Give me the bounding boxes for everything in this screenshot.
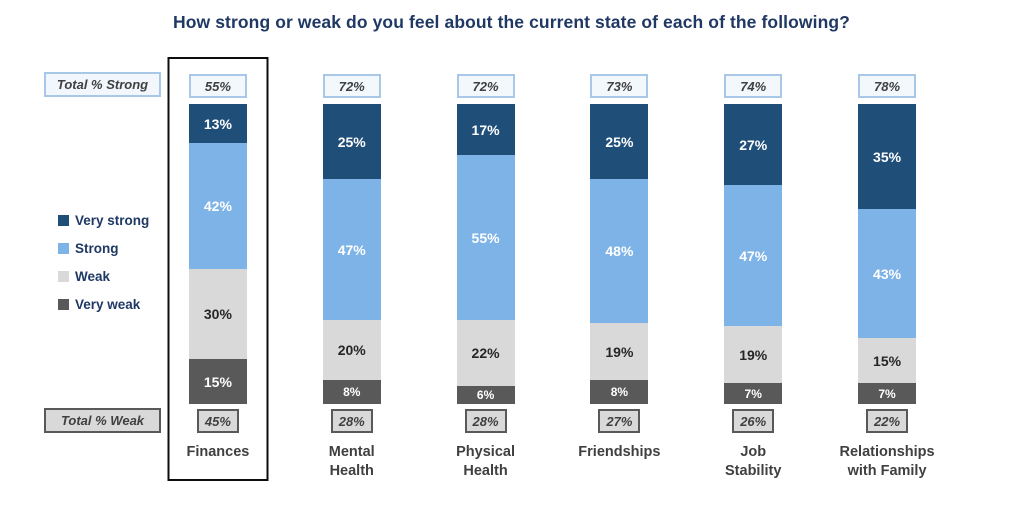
total-strong-value: 74% [724, 74, 783, 98]
total-strong-value: 72% [322, 74, 381, 98]
total-strong-value: 73% [590, 74, 649, 98]
total-weak-value: 27% [598, 409, 641, 433]
segment-strong: 42% [188, 143, 247, 269]
category-label: Relationships with Family [839, 444, 935, 479]
legend-item-strong: Strong [58, 241, 149, 256]
segment-weak: 30% [188, 269, 247, 359]
segment-weak: 22% [456, 320, 515, 386]
category-label: Mental Health [328, 444, 375, 479]
category-label: Physical Health [456, 444, 515, 479]
total-weak-value: 28% [464, 409, 507, 433]
segment-very-strong: 35% [858, 104, 917, 209]
legend: Very strong Strong Weak Very weak [58, 213, 149, 312]
bar-column-friendships: 73% 25% 48% 19% 8% 27% Friendships [552, 74, 686, 481]
legend-swatch-icon [58, 271, 69, 282]
segment-very-strong: 13% [188, 104, 247, 143]
total-weak-value: 45% [196, 409, 239, 433]
legend-item-label: Weak [75, 269, 111, 284]
segment-strong: 48% [590, 179, 649, 323]
total-weak-value: 26% [732, 409, 775, 433]
segment-very-strong: 17% [456, 104, 515, 155]
legend-item-very-weak: Very weak [58, 297, 149, 312]
stacked-bar: 25% 48% 19% 8% [590, 104, 649, 404]
total-strong-value: 78% [858, 74, 917, 98]
total-weak-value: 22% [866, 409, 909, 433]
bar-column-relationships-with-family: 78% 35% 43% 15% 7% 22% Relationships with Famil… [820, 74, 954, 481]
total-strong-label: Total % Strong [44, 72, 161, 97]
segment-very-weak: 8% [322, 380, 381, 404]
segment-weak: 19% [724, 326, 783, 383]
category-label: Friendships [578, 444, 661, 460]
segment-weak: 19% [590, 323, 649, 380]
total-strong-value: 55% [188, 74, 247, 98]
category-label: Finances [186, 444, 250, 460]
bar-column-mental-health: 72% 25% 47% 20% 8% 28% Mental Health [285, 74, 419, 481]
segment-strong: 47% [724, 185, 783, 326]
legend-item-label: Very weak [75, 297, 141, 312]
segment-very-strong: 25% [590, 104, 649, 179]
segment-weak: 15% [858, 338, 917, 383]
total-weak-value: 28% [330, 409, 373, 433]
bar-column-finances: 55% 13% 42% 30% 15% 45% Finances [151, 57, 285, 481]
legend-item-weak: Weak [58, 269, 149, 284]
bar-column-physical-health: 72% 17% 55% 22% 6% 28% Physical Health [419, 74, 553, 481]
segment-very-weak: 7% [858, 383, 917, 404]
segment-very-strong: 25% [322, 104, 381, 179]
stacked-bar: 35% 43% 15% 7% [858, 104, 917, 404]
category-label: Job Stability [725, 444, 782, 479]
stacked-bar: 17% 55% 22% 6% [456, 104, 515, 404]
stacked-bar: 27% 47% 19% 7% [724, 104, 783, 404]
segment-very-weak: 7% [724, 383, 783, 404]
total-strong-value: 72% [456, 74, 515, 98]
segment-very-strong: 27% [724, 104, 783, 185]
segment-very-weak: 15% [188, 359, 247, 404]
stacked-bar: 25% 47% 20% 8% [322, 104, 381, 404]
chart-title: How strong or weak do you feel about the… [173, 12, 850, 32]
legend-item-label: Strong [75, 241, 119, 256]
bar-columns: 55% 13% 42% 30% 15% 45% Finances 72% 25% 47% 20% 8%… [151, 57, 954, 481]
segment-very-weak: 8% [590, 380, 649, 404]
legend-item-very-strong: Very strong [58, 213, 149, 228]
segment-weak: 20% [322, 320, 381, 380]
total-weak-label: Total % Weak [44, 408, 161, 433]
stacked-bar: 13% 42% 30% 15% [188, 104, 247, 404]
legend-item-label: Very strong [75, 213, 150, 228]
segment-strong: 55% [456, 155, 515, 320]
segment-strong: 43% [858, 209, 917, 338]
segment-very-weak: 6% [456, 386, 515, 404]
legend-swatch-icon [58, 215, 69, 226]
legend-swatch-icon [58, 299, 69, 310]
segment-strong: 47% [322, 179, 381, 320]
legend-swatch-icon [58, 243, 69, 254]
bar-column-job-stability: 74% 27% 47% 19% 7% 26% Job Stability [686, 74, 820, 481]
